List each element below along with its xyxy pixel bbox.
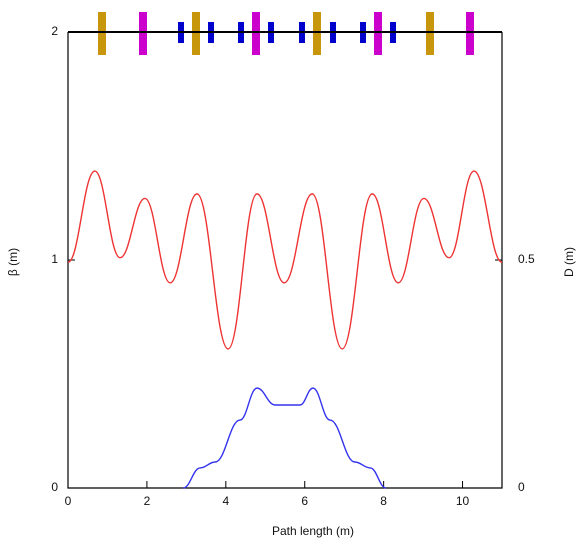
series-line	[182, 387, 387, 489]
x-tick-label: 0	[65, 494, 72, 508]
x-tick-label: 2	[144, 494, 151, 508]
magnet	[313, 12, 321, 55]
y2-axis-label: D (m)	[562, 247, 576, 277]
x-axis-label: Path length (m)	[272, 524, 354, 538]
y-axis-label: β (m)	[6, 248, 20, 276]
axis-frame	[67, 32, 503, 489]
y2-tick-label: 0.5	[518, 252, 535, 266]
magnet	[139, 12, 147, 55]
lattice	[68, 12, 502, 55]
magnet	[426, 12, 434, 55]
magnet	[466, 12, 474, 55]
y-tick-label: 1	[51, 252, 58, 266]
x-tick-label: 10	[456, 494, 470, 508]
x-tick-label: 8	[380, 494, 387, 508]
magnet	[252, 12, 260, 55]
magnet	[374, 12, 382, 55]
magnet	[98, 12, 106, 55]
series-line	[67, 170, 503, 350]
y-tick-label: 2	[51, 24, 58, 38]
y-tick-label: 0	[51, 480, 58, 494]
x-tick-label: 6	[301, 494, 308, 508]
magnet	[192, 12, 200, 55]
x-tick-label: 4	[222, 494, 229, 508]
y2-tick-label: 0	[518, 480, 525, 494]
